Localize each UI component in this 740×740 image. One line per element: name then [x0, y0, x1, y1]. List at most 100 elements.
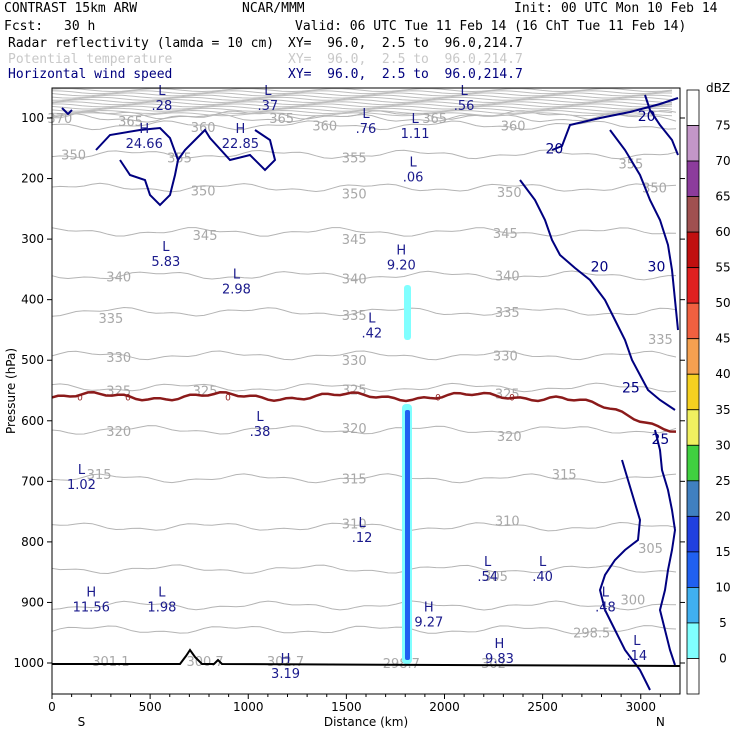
theta-label: 302.7 [267, 655, 304, 670]
theta-label: 355 [342, 151, 367, 166]
theta-contour-line [51, 101, 673, 106]
freezing-level-label: 0 [125, 394, 131, 404]
colorbar-segment [686, 551, 700, 588]
theta-contour-line [51, 90, 673, 95]
extremum-value: .38 [250, 425, 271, 440]
y-tick-label: 100 [21, 111, 44, 125]
wind-contour-label: 30 [648, 259, 666, 275]
y-tick-label: 200 [21, 172, 44, 186]
extremum-value: 1.11 [401, 127, 430, 142]
wind-contour-label: 25 [651, 432, 669, 448]
theta-label: 305 [483, 570, 508, 585]
theta-label: 305 [638, 542, 663, 557]
extremum-value: .14 [626, 649, 647, 664]
extremum-value: 3.19 [271, 667, 300, 682]
extremum-letter: H [281, 652, 291, 667]
extremum-letter: H [424, 601, 434, 616]
field-wind-xy: XY= 96.0, 2.5 to 96.0,214.7 [288, 67, 523, 82]
theta-label: 365 [422, 112, 447, 127]
extremum-letter: H [236, 122, 246, 137]
plot-area [52, 88, 680, 694]
extremum-letter: L [158, 585, 166, 600]
freezing-level-label: 0 [77, 394, 83, 404]
freezing-level-label: 0 [225, 394, 231, 404]
extremum-letter: L [358, 516, 366, 531]
theta-label: 330 [342, 354, 367, 369]
theta-label: 365 [269, 112, 294, 127]
theta-label: 340 [342, 272, 367, 287]
organization: NCAR/MMM [242, 1, 305, 16]
theta-label: 300.7 [186, 655, 223, 670]
x-tick-label: 2500 [527, 700, 558, 714]
colorbar-segment [686, 409, 700, 446]
x-tick-label: 1000 [233, 700, 264, 714]
theta-label: 340 [495, 269, 520, 284]
wind-contour-line [609, 129, 679, 331]
field-wind-name: Horizontal wind speed [8, 67, 173, 82]
extremum-letter: L [602, 585, 610, 600]
theta-contour-line [51, 149, 677, 160]
theta-label: 310 [495, 515, 520, 530]
theta-label: 315 [342, 472, 367, 487]
south-end-label: S [78, 715, 86, 729]
theta-label: 335 [495, 306, 520, 321]
extremum-letter: L [162, 240, 170, 255]
wind-contour-line [61, 107, 73, 116]
extremum-value: .54 [477, 570, 498, 585]
extremum-value: .28 [152, 99, 173, 114]
wind-contour-line [551, 97, 679, 151]
extremum-letter: L [409, 155, 417, 170]
theta-contour-line [51, 92, 672, 97]
init-time: Init: 00 UTC Mon 10 Feb 14 [514, 1, 718, 16]
extremum-value: .56 [454, 99, 475, 114]
theta-contour-line [51, 98, 673, 104]
y-tick-label: 800 [21, 535, 44, 549]
theta-label: 350 [191, 185, 216, 200]
theta-label: 315 [87, 468, 112, 483]
colorbar-unit: dBZ [706, 81, 730, 95]
colorbar-tick-label: 10 [715, 580, 730, 594]
theta-contour-line [51, 350, 677, 361]
y-tick-label: 500 [21, 353, 44, 367]
colorbar-tick-label: 25 [715, 474, 730, 488]
theta-contour-line [51, 227, 677, 237]
extremum-letter: L [411, 112, 419, 127]
forecast-hour: 30 h [64, 19, 96, 34]
colorbar-segment [686, 444, 700, 482]
theta-label: 335 [648, 333, 673, 348]
colorbar-tick-label: 5 [719, 616, 727, 630]
theta-label: 310 [342, 518, 367, 533]
wind-contour-line [654, 429, 677, 666]
theta-label: 325 [342, 383, 367, 398]
colorbar-segment [686, 658, 700, 695]
extremum-letter: L [362, 107, 370, 122]
theta-contour-line [51, 382, 677, 393]
extremum-letter: L [539, 555, 547, 570]
theta-contour-line [51, 473, 677, 484]
freezing-level-label: 0 [435, 394, 441, 404]
theta-label: 335 [98, 312, 123, 327]
theta-contour-line [51, 182, 677, 193]
valid-time: Valid: 06 UTC Tue 11 Feb 14 (16 ChT Tue … [295, 19, 687, 34]
colorbar-tick-label: 15 [715, 545, 730, 559]
y-tick-label: 700 [21, 474, 44, 488]
theta-contour-line [51, 88, 673, 93]
colorbar-segment [686, 515, 700, 553]
theta-contour-line [51, 625, 677, 635]
y-tick-label: 400 [21, 293, 44, 307]
theta-label: 300 [620, 593, 645, 608]
colorbar-segment [686, 196, 700, 233]
extremum-value: 24.66 [126, 137, 163, 152]
theta-contour-line [51, 109, 673, 115]
colorbar-tick-label: 30 [715, 438, 730, 452]
wind-speed-contours [61, 94, 679, 691]
colorbar-tick-label: 45 [715, 332, 730, 346]
extremum-value: .06 [403, 170, 424, 185]
extremum-letter: L [233, 267, 241, 282]
extremum-value: .76 [356, 122, 377, 137]
theta-label: 320 [497, 430, 522, 445]
extremum-letter: H [86, 585, 96, 600]
x-tick-label: 3000 [625, 700, 656, 714]
wind-contour-label: 20 [591, 259, 609, 275]
theta-label: 330 [493, 349, 518, 364]
